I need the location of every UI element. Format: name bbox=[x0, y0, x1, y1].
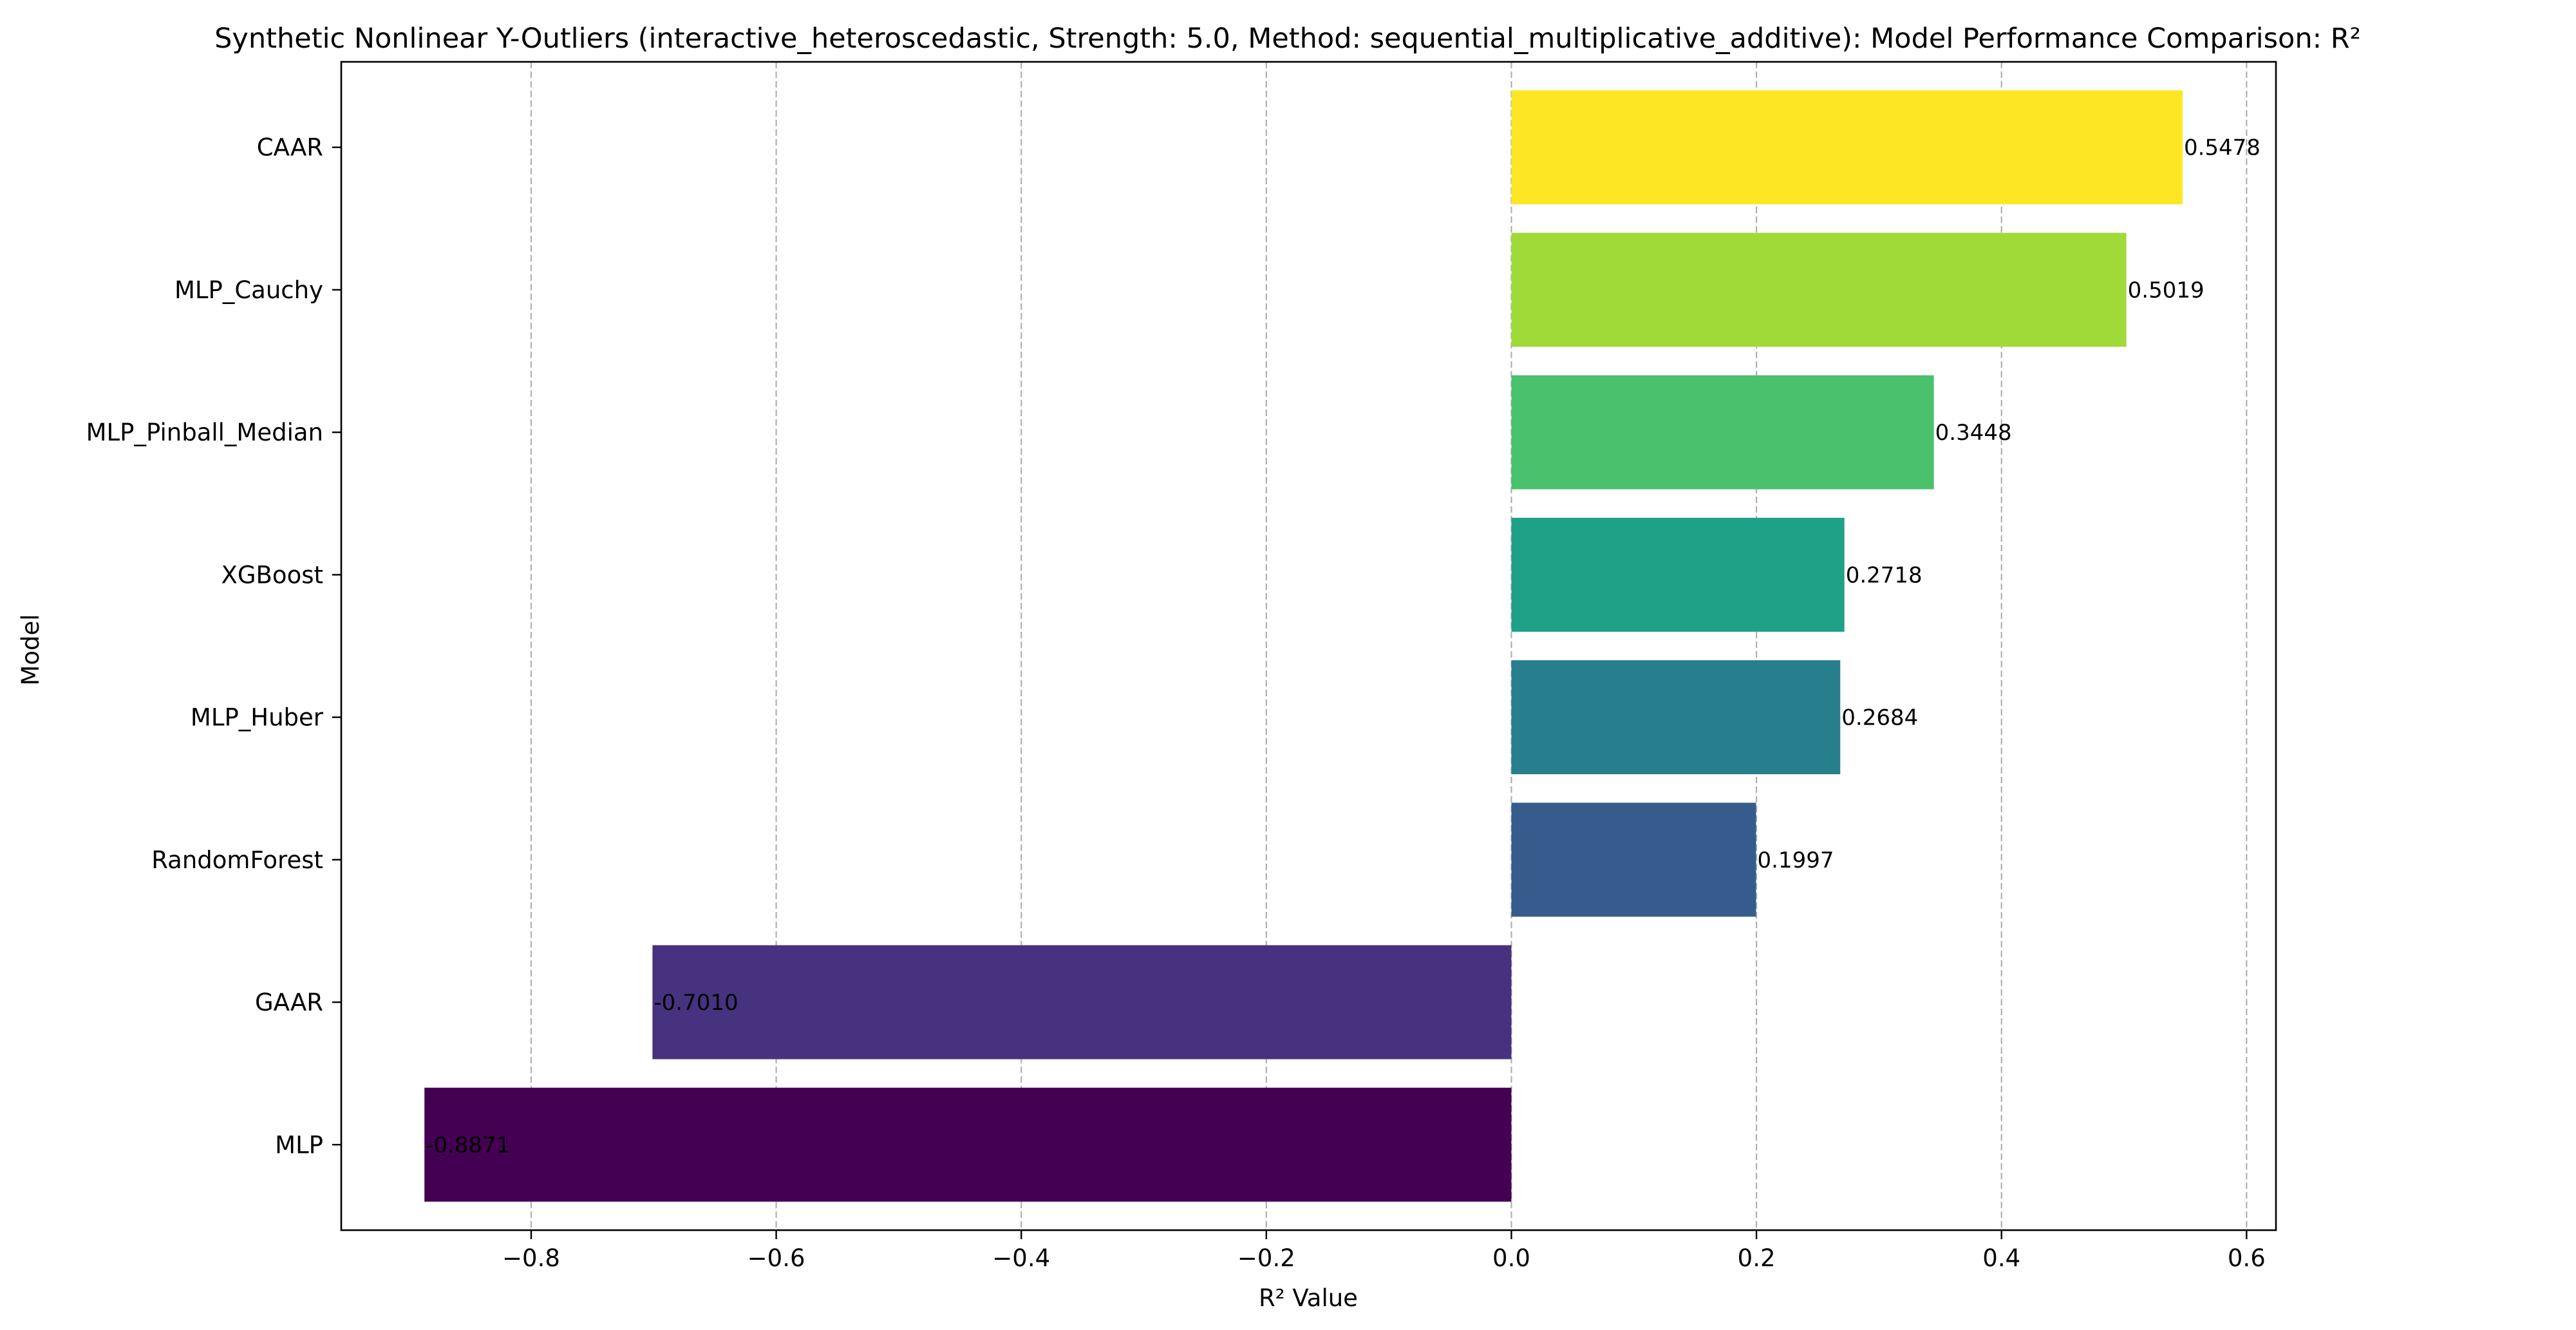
data-label: 0.5478 bbox=[2184, 135, 2261, 161]
data-label: -0.7010 bbox=[653, 990, 738, 1016]
bar-gaar bbox=[652, 945, 1511, 1059]
x-tick-label: 0.6 bbox=[2228, 1244, 2266, 1272]
bar-xgboost bbox=[1511, 518, 1844, 632]
bar-caar bbox=[1511, 90, 2183, 204]
x-tick-label: −0.8 bbox=[502, 1244, 560, 1272]
x-tick-label: −0.2 bbox=[1237, 1244, 1295, 1272]
bar-mlp bbox=[424, 1088, 1511, 1202]
data-label: 0.2684 bbox=[1841, 705, 1918, 731]
y-tick-label: GAAR bbox=[255, 989, 323, 1016]
x-tick-label: 0.0 bbox=[1492, 1244, 1530, 1272]
y-axis-ticks: CAAR MLP_Cauchy MLP_Pinball_Median XGBoost M… bbox=[86, 134, 341, 1159]
x-tick-label: −0.6 bbox=[747, 1244, 805, 1272]
bars bbox=[424, 90, 2183, 1202]
y-tick-label: XGBoost bbox=[221, 561, 323, 589]
y-axis-label: Model bbox=[17, 614, 44, 685]
y-tick-label: MLP bbox=[275, 1131, 323, 1159]
data-label: 0.1997 bbox=[1758, 848, 1834, 873]
bar-mlp-pinball-median bbox=[1511, 375, 1933, 489]
x-axis-label: R² Value bbox=[1259, 1284, 1358, 1312]
bar-mlp-cauchy bbox=[1511, 233, 2126, 347]
x-axis-ticks: −0.8 −0.6 −0.4 −0.2 0.0 0.2 0.4 0.6 bbox=[502, 1230, 2266, 1272]
x-tick-label: 0.4 bbox=[1982, 1244, 2020, 1272]
x-tick-label: 0.2 bbox=[1738, 1244, 1776, 1272]
y-tick-label: RandomForest bbox=[151, 846, 323, 874]
data-label: -0.8871 bbox=[426, 1132, 510, 1158]
y-tick-label: MLP_Huber bbox=[191, 704, 324, 732]
y-tick-label: MLP_Cauchy bbox=[174, 276, 323, 304]
data-label: 0.3448 bbox=[1935, 420, 2012, 446]
data-label: 0.5019 bbox=[2128, 278, 2205, 303]
chart-title: Synthetic Nonlinear Y-Outliers (interact… bbox=[214, 23, 2361, 55]
bar-randomforest bbox=[1511, 803, 1756, 917]
data-label: 0.2718 bbox=[1846, 562, 1923, 588]
y-tick-label: MLP_Pinball_Median bbox=[86, 419, 323, 446]
x-tick-label: −0.4 bbox=[992, 1244, 1050, 1272]
bar-mlp-huber bbox=[1511, 660, 1840, 774]
y-tick-label: CAAR bbox=[257, 134, 323, 162]
